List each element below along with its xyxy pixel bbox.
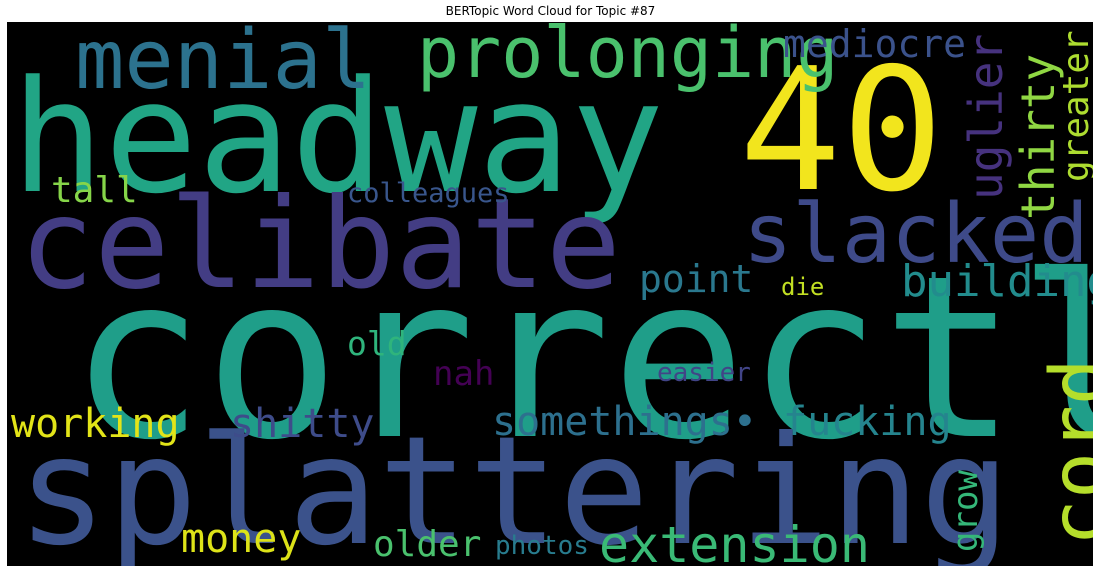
word-3: celibate [19, 172, 622, 317]
word-10: building [901, 256, 1093, 307]
word-18: working [11, 401, 180, 447]
word-1: headway [11, 47, 665, 228]
word-15: somethings• [492, 399, 757, 445]
word-23: colleagues [347, 178, 510, 209]
word-25: nah [433, 354, 495, 394]
word-20: older [373, 524, 482, 565]
word-11: mediocre [783, 22, 967, 66]
word-29: photos [495, 531, 589, 561]
word-5: slacked [743, 187, 1089, 282]
word-21: point [639, 257, 754, 301]
word-6: prolonging [417, 22, 839, 94]
word-22: tall [51, 170, 138, 211]
word-28: grow [946, 470, 986, 552]
word-27: die [781, 273, 825, 301]
word-17: shitty [230, 401, 375, 447]
word-12: uglier [959, 33, 1013, 200]
word-4: 40 [739, 32, 944, 230]
word-7: menial [75, 22, 372, 108]
word-9: extension [599, 516, 870, 566]
word-0: correctly [69, 228, 1093, 490]
word-8: cord [1035, 358, 1093, 546]
chart-title: BERTopic Word Cloud for Topic #87 [445, 4, 656, 18]
word-2: splattering [17, 405, 1011, 566]
word-26: easier [657, 358, 751, 388]
word-19: money [181, 516, 302, 562]
word-14: greater [1056, 30, 1093, 182]
word-cloud-canvas: correctlyheadway splattering celibate 40sla… [7, 22, 1093, 566]
word-24: old [347, 324, 407, 363]
word-13: thirty [1011, 53, 1065, 220]
word-16: fucking [783, 399, 952, 445]
